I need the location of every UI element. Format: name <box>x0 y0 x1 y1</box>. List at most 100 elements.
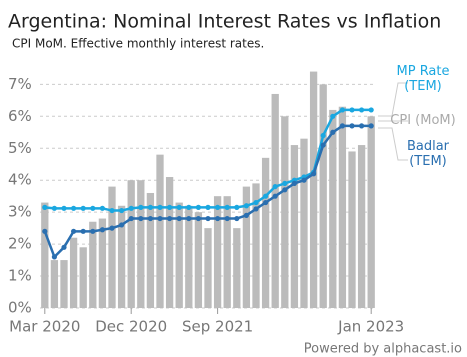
bar <box>223 196 231 308</box>
point <box>330 129 336 135</box>
bar <box>117 205 126 308</box>
point <box>195 215 201 222</box>
bar <box>281 116 289 308</box>
y-tick-label: 5% <box>8 139 32 157</box>
point <box>186 204 192 210</box>
chart-subtitle: CPI MoM. Effective monthly interest rate… <box>12 37 264 51</box>
point <box>349 107 355 113</box>
point <box>205 215 211 222</box>
bar <box>233 228 241 308</box>
point <box>224 204 230 210</box>
y-tick-label: 0% <box>8 299 32 317</box>
bar <box>50 260 59 308</box>
point <box>320 142 326 148</box>
point <box>99 205 105 211</box>
bar <box>194 212 203 308</box>
point <box>167 215 173 222</box>
y-tick-label: 1% <box>8 267 32 285</box>
bar <box>185 205 193 308</box>
bar <box>146 192 155 308</box>
bar <box>175 202 183 308</box>
point <box>42 228 48 234</box>
bar <box>357 145 366 308</box>
point <box>263 193 269 199</box>
bar <box>309 71 318 309</box>
point <box>253 206 259 212</box>
point <box>282 180 288 187</box>
point <box>234 215 240 222</box>
bar <box>204 228 212 308</box>
point <box>339 107 345 113</box>
point <box>291 180 297 187</box>
legend-entry: Badlar (TEM) <box>406 139 450 169</box>
point <box>61 205 67 211</box>
point <box>51 205 58 211</box>
bar <box>89 221 97 308</box>
point <box>339 123 345 129</box>
legend-entry: MP Rate (TEM) <box>396 64 450 94</box>
point <box>42 204 48 210</box>
point <box>157 204 163 210</box>
point <box>272 183 278 190</box>
bar <box>367 116 375 308</box>
point <box>109 207 115 214</box>
point <box>368 123 374 129</box>
bar <box>300 138 308 308</box>
point <box>176 215 182 222</box>
bar <box>329 109 337 308</box>
point <box>301 177 307 183</box>
point <box>109 225 115 231</box>
bar <box>348 151 356 308</box>
point <box>90 228 96 234</box>
point <box>147 204 153 210</box>
point <box>349 123 355 129</box>
bar <box>290 145 299 308</box>
point <box>147 215 153 222</box>
point <box>90 205 96 211</box>
point <box>138 215 144 222</box>
legend-entry: CPI (MoM) <box>390 113 456 128</box>
y-tick-label: 3% <box>8 203 32 221</box>
point <box>61 244 67 250</box>
bar <box>213 196 222 308</box>
point <box>359 107 365 113</box>
bar <box>165 177 174 308</box>
point <box>253 199 259 206</box>
point <box>186 215 192 222</box>
point <box>157 215 163 222</box>
bar <box>261 157 270 308</box>
bar <box>137 180 145 308</box>
point <box>263 199 269 206</box>
leader <box>378 127 408 161</box>
bar <box>252 183 260 308</box>
footer: Powered by alphacast.io <box>304 342 462 357</box>
bar <box>338 106 347 309</box>
point <box>128 205 134 211</box>
point <box>138 204 144 210</box>
point <box>176 204 182 210</box>
bar <box>41 202 49 308</box>
point <box>167 204 173 210</box>
point <box>51 254 58 260</box>
x-tick-label: Mar 2020 <box>9 318 80 336</box>
bar <box>79 247 87 308</box>
y-tick-label: 6% <box>8 107 32 125</box>
point <box>205 204 211 210</box>
point <box>234 204 240 210</box>
bar <box>60 260 68 308</box>
point <box>99 227 105 233</box>
bar <box>271 93 279 308</box>
y-tick-label: 4% <box>8 171 32 189</box>
point <box>215 204 221 210</box>
point <box>282 187 288 193</box>
bar <box>98 218 107 308</box>
bar <box>156 154 164 308</box>
point <box>243 212 249 218</box>
y-tick-label: 2% <box>8 235 32 253</box>
bar <box>127 180 135 308</box>
point <box>80 228 86 234</box>
x-tick-label: Jan 2023 <box>337 318 404 336</box>
point <box>224 215 230 222</box>
x-tick-label: Sep 2021 <box>182 318 253 336</box>
